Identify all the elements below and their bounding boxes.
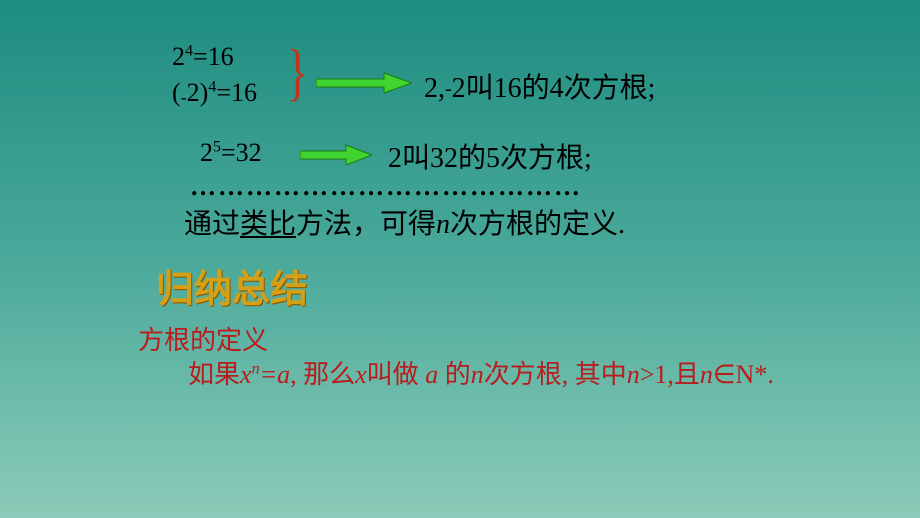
definition-title: 方根的定义 [138, 320, 268, 357]
def-b1: 如果 [188, 360, 240, 389]
analogy-sentence: 通过类比方法，可得n次方根的定义. [184, 202, 625, 242]
def-b6: x [355, 360, 367, 389]
def-b14: n [700, 360, 713, 389]
eq2-open: ( [172, 78, 181, 107]
equation-1: 24=16 [172, 42, 234, 72]
r1-a: 2, [424, 73, 445, 104]
def-b8: a [425, 360, 445, 389]
r1-b: - [445, 78, 452, 100]
def-b11: 次方根, 其中 [484, 360, 627, 389]
analogy-p1: 通过 [184, 209, 240, 240]
definition-body: 如果xn=a, 那么x叫做 a 的n次方根, 其中n>1,且n∈N*. [188, 354, 774, 391]
analogy-p4: n [436, 209, 450, 240]
arrow-icon-1 [316, 72, 412, 94]
def-b9: 的 [445, 360, 471, 389]
analogy-p2: 类比 [240, 209, 296, 240]
equation-3: 25=32 [200, 138, 262, 168]
def-b12: n [627, 360, 640, 389]
def-b13: >1,且 [640, 360, 700, 389]
r1-c: 2叫16的4次方根; [452, 73, 656, 104]
analogy-p3: 方法，可得 [296, 209, 436, 240]
def-b4: =a [260, 360, 291, 389]
brace-icon: } [287, 40, 309, 104]
def-b15: ∈N*. [713, 360, 774, 389]
eq3-base: 2 [200, 138, 213, 167]
eq2-rhs: =16 [216, 78, 257, 107]
eq3-rhs: =32 [221, 138, 262, 167]
eq1-rhs: =16 [193, 42, 234, 71]
def-b10: n [471, 360, 484, 389]
eq1-base: 2 [172, 42, 185, 71]
r2-text: 2叫32的5次方根; [388, 143, 592, 174]
def-b5: , 那么 [290, 360, 355, 389]
def-b2: x [240, 360, 252, 389]
eq2-base: 2) [187, 78, 209, 107]
eq1-exp: 4 [185, 42, 193, 59]
analogy-p5: 次方根的定义. [450, 209, 625, 240]
eq3-exp: 5 [213, 138, 221, 155]
arrow-icon-2 [300, 144, 372, 166]
result-2: 2叫32的5次方根; [388, 136, 592, 176]
summary-title: 归纳总结 [156, 258, 308, 313]
ellipsis-dots: …………………………………… [190, 172, 582, 202]
equation-2: (-2)4=16 [172, 78, 257, 108]
def-b7: 叫做 [367, 360, 426, 389]
def-b3: n [252, 360, 260, 377]
result-1: 2,-2叫16的4次方根; [424, 66, 655, 106]
